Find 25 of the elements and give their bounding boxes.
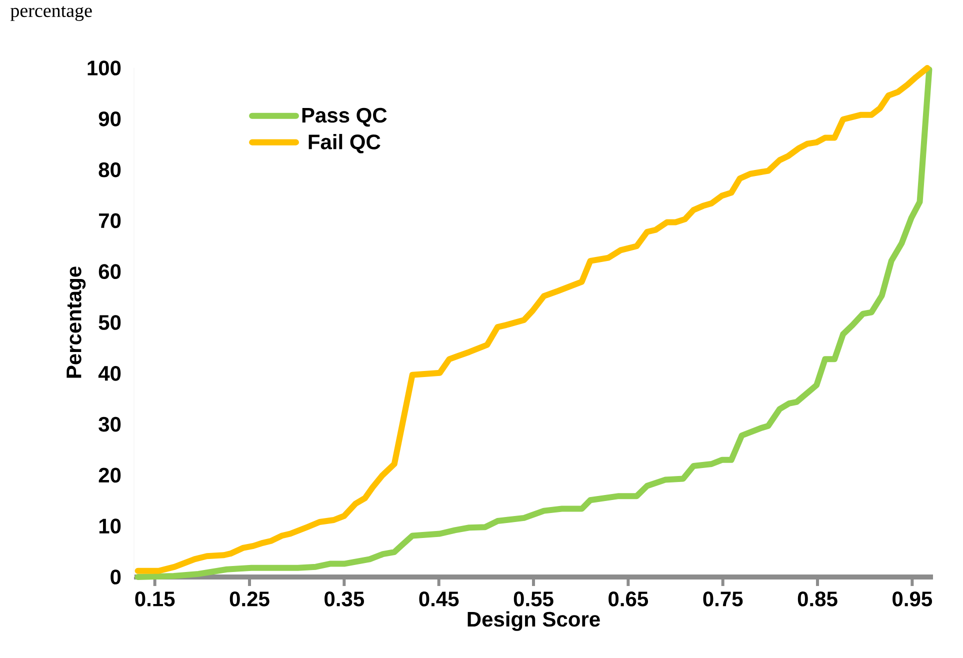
x-tick-label: 0.95 bbox=[892, 592, 932, 606]
y-tick-label: 40 bbox=[98, 366, 121, 381]
y-tick-label: 10 bbox=[99, 518, 121, 534]
x-tick-label: 0.35 bbox=[324, 592, 364, 606]
text: percentage bbox=[10, 6, 92, 21]
x-tick-label: 0.85 bbox=[798, 592, 838, 606]
y-tick-label: 70 bbox=[99, 213, 121, 228]
y-tick-label: 80 bbox=[98, 162, 121, 178]
x-tick-label: 0.15 bbox=[135, 592, 175, 606]
x-tick-label: 0.55 bbox=[514, 592, 554, 606]
x-tick-label: 0.25 bbox=[230, 592, 270, 606]
x-tick-label: 0.45 bbox=[419, 592, 459, 606]
legend-label: Pass QC bbox=[302, 108, 387, 127]
legend-label: Fail QC bbox=[308, 134, 380, 154]
y-tick-label: 90 bbox=[98, 111, 121, 126]
x-tick-label: 0.65 bbox=[608, 592, 648, 606]
y-axis-title: Percentage bbox=[66, 266, 86, 378]
y-tick-label: 30 bbox=[98, 416, 121, 432]
y-tick-label: 60 bbox=[98, 264, 121, 280]
y-tick-label: 20 bbox=[98, 468, 121, 483]
x-axis-title: Design Score bbox=[468, 611, 600, 631]
x-tick-label: 0.75 bbox=[703, 592, 743, 606]
y-tick-label: 50 bbox=[98, 315, 121, 330]
y-tick-label: 100 bbox=[88, 60, 121, 76]
y-tick-label: 0 bbox=[110, 570, 121, 584]
